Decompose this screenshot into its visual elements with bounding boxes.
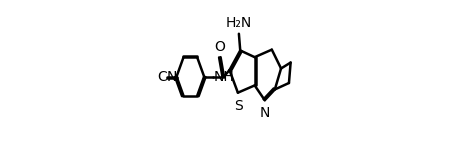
Text: O: O [214,40,225,54]
Text: N: N [260,106,270,120]
Text: NH: NH [214,69,235,84]
Text: S: S [234,99,243,113]
Text: N: N [166,69,176,84]
Text: H₂N: H₂N [226,16,252,30]
Text: C: C [158,69,168,84]
